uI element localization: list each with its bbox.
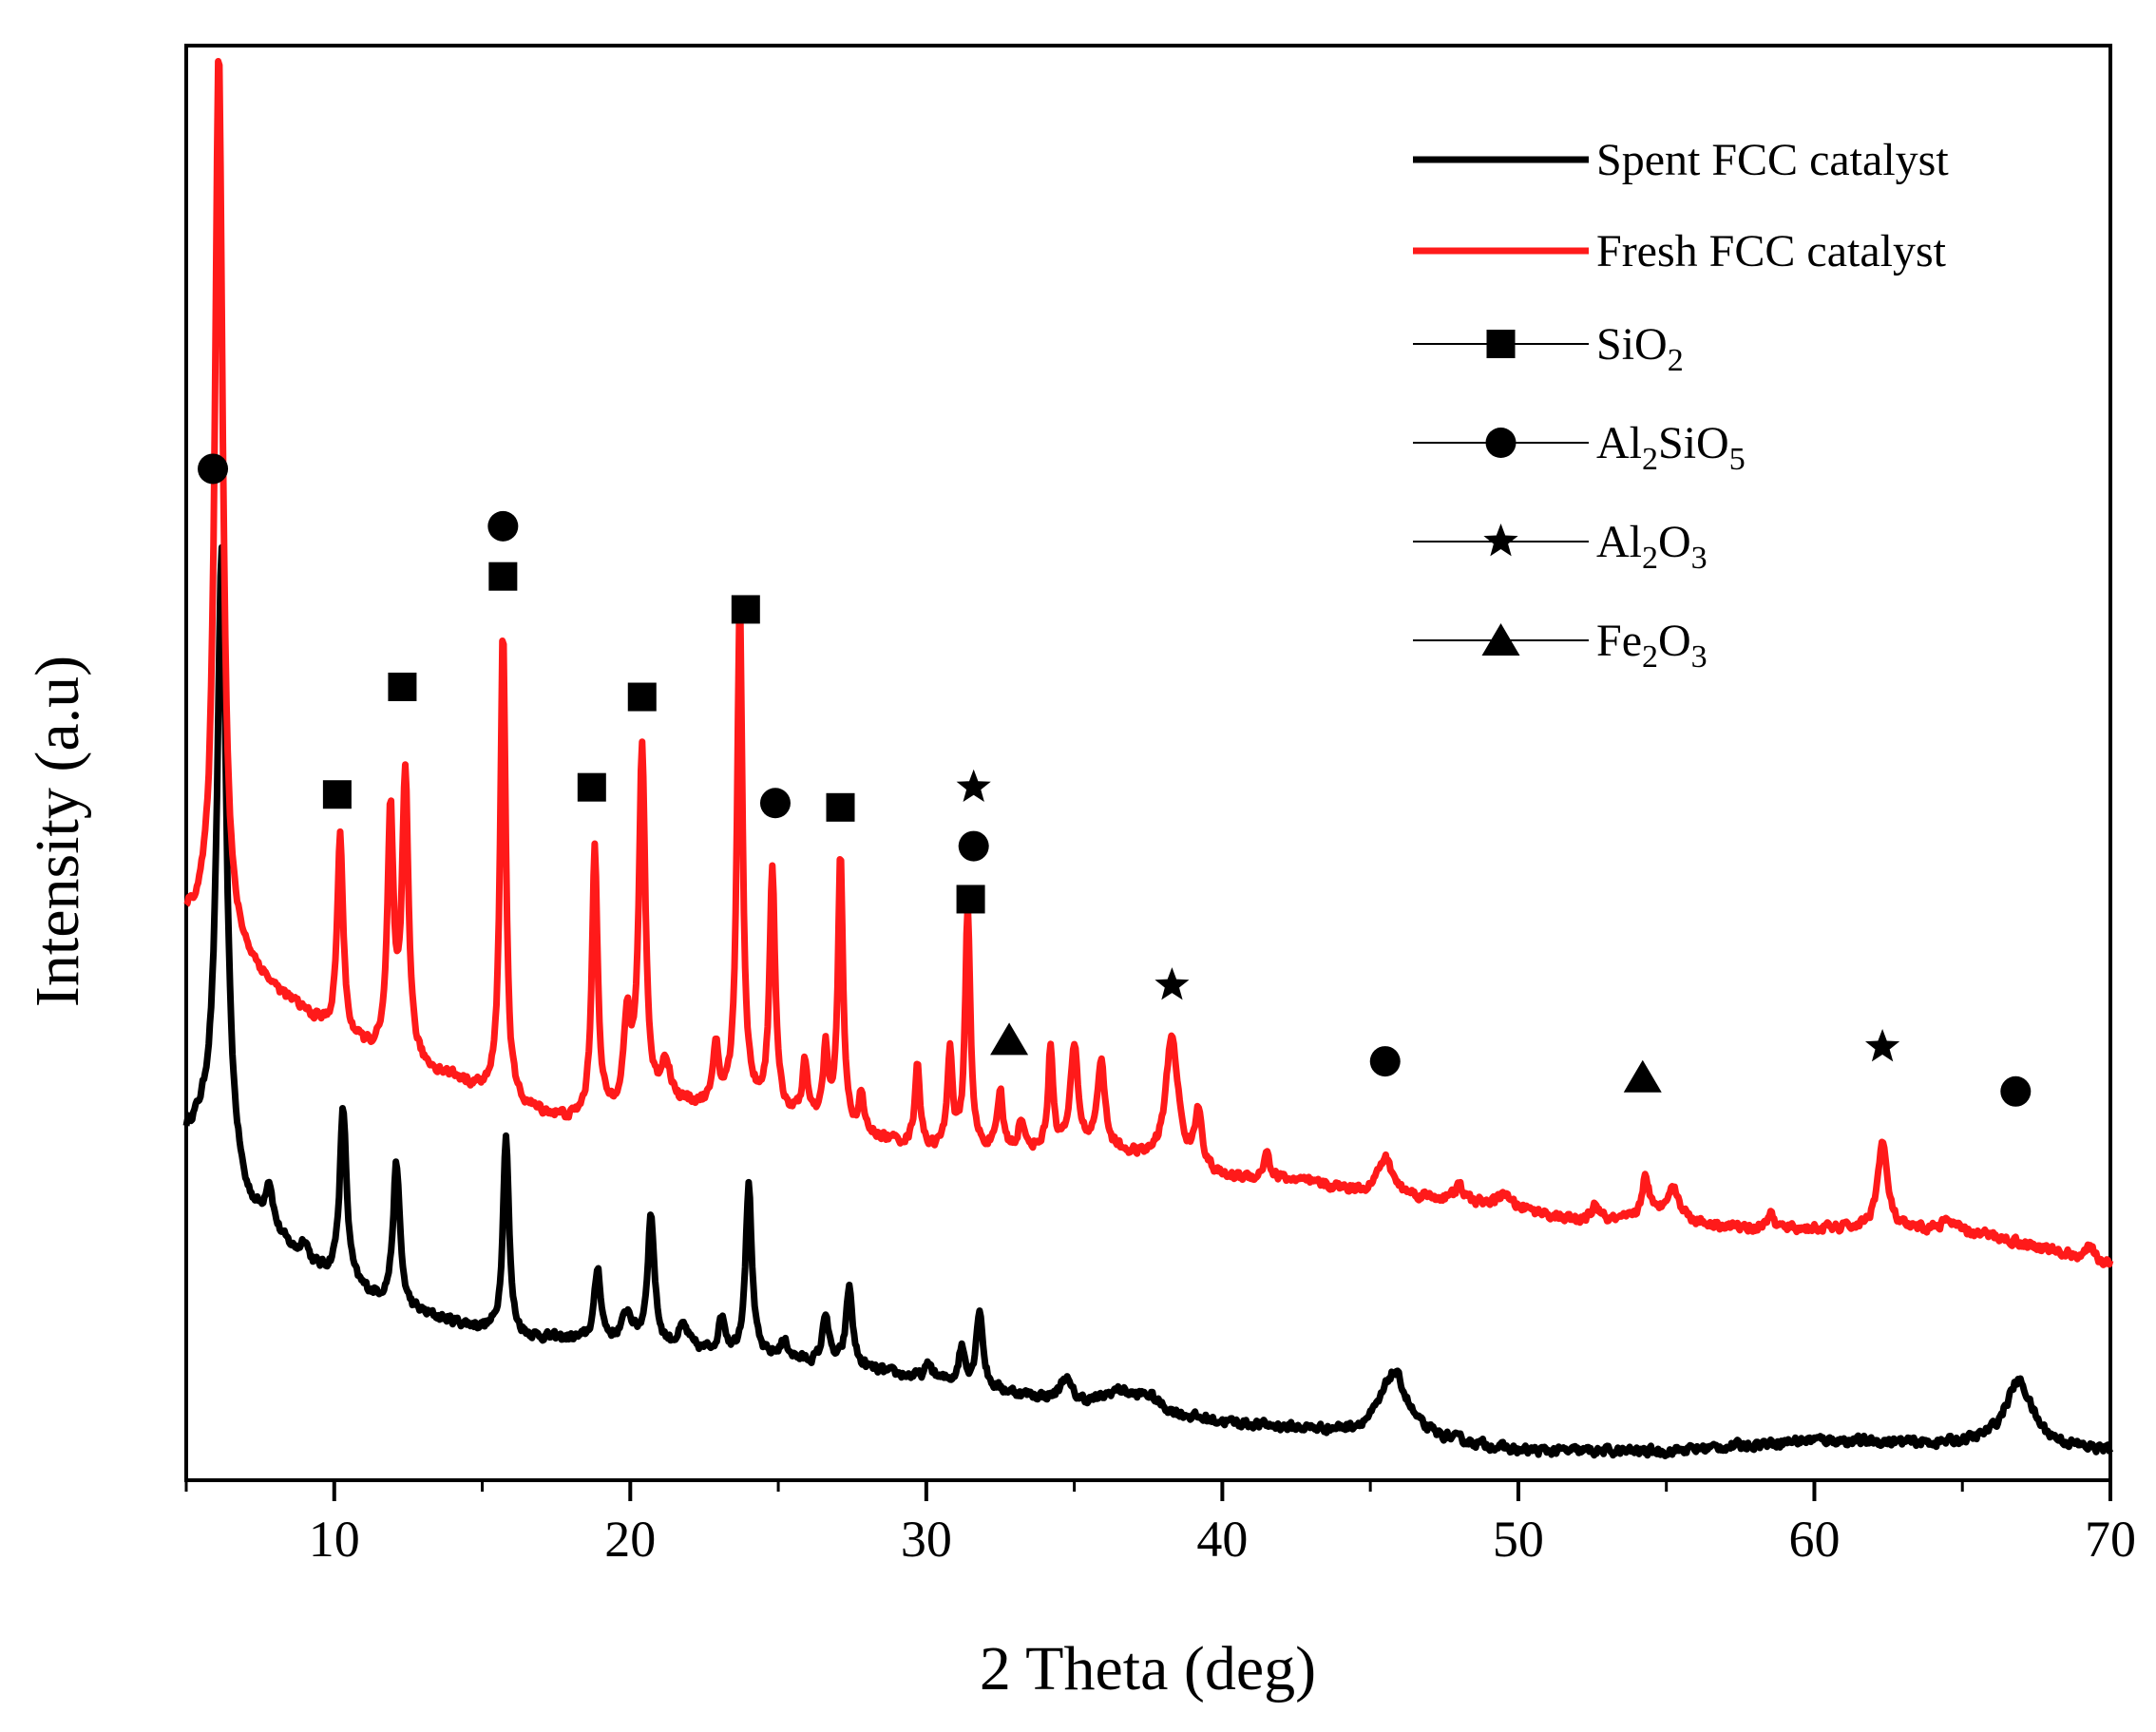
star-phase-marker bbox=[956, 769, 991, 802]
plot-frame bbox=[184, 44, 2112, 1482]
square-phase-marker bbox=[731, 595, 760, 624]
x-axis-title: 2 Theta (deg) bbox=[980, 1634, 1316, 1703]
spent-catalyst-line bbox=[182, 543, 2114, 1459]
star-phase-marker bbox=[1154, 967, 1190, 1000]
triangle-phase-marker bbox=[990, 1022, 1029, 1056]
series-layer bbox=[182, 58, 2114, 1459]
x-tick-label: 30 bbox=[901, 1511, 952, 1568]
x-tick-label: 60 bbox=[1788, 1511, 1840, 1568]
fresh-catalyst-line bbox=[183, 58, 2114, 1268]
legend-marker-label: Al2O3 bbox=[1596, 517, 1708, 576]
square-phase-marker bbox=[826, 792, 855, 822]
square-phase-marker bbox=[388, 672, 417, 701]
circle-phase-marker bbox=[958, 830, 989, 862]
legend-series-label: Spent FCC catalyst bbox=[1596, 135, 1949, 185]
x-tick-label: 40 bbox=[1196, 1511, 1248, 1568]
x-tick-label: 70 bbox=[2085, 1511, 2136, 1568]
x-tick-label: 50 bbox=[1493, 1511, 1544, 1568]
circle-phase-marker bbox=[198, 453, 229, 485]
square-phase-marker bbox=[956, 885, 985, 914]
legend-triangle-symbol bbox=[1481, 623, 1520, 656]
y-axis-title: Intensity (a.u) bbox=[23, 656, 92, 1007]
legend-star-symbol bbox=[1483, 523, 1518, 557]
legend-circle-symbol bbox=[1485, 428, 1517, 458]
x-tick-label: 10 bbox=[309, 1511, 360, 1568]
circle-phase-marker bbox=[2000, 1075, 2032, 1107]
square-phase-marker bbox=[627, 682, 657, 712]
square-phase-marker bbox=[322, 780, 352, 809]
star-phase-marker bbox=[1865, 1029, 1900, 1062]
legend-square-symbol bbox=[1486, 330, 1516, 358]
x-tick-label: 20 bbox=[604, 1511, 656, 1568]
square-phase-marker bbox=[488, 561, 518, 591]
circle-phase-marker bbox=[487, 510, 519, 542]
legend-series-label: Fresh FCC catalyst bbox=[1596, 226, 1947, 276]
circle-phase-marker bbox=[759, 788, 791, 819]
legend-marker-label: Al2SiO5 bbox=[1596, 418, 1746, 477]
legend-marker-label: SiO2 bbox=[1596, 319, 1684, 378]
circle-phase-marker bbox=[1369, 1046, 1401, 1077]
x-axis-ticks: 10 20 30 40 50 60 70 bbox=[184, 1480, 2136, 1568]
triangle-phase-marker bbox=[1623, 1059, 1662, 1093]
phase-marker-layer bbox=[198, 453, 2032, 1107]
legend: Spent FCC catalyst Fresh FCC catalyst SiO… bbox=[1413, 135, 1949, 675]
square-phase-marker bbox=[577, 772, 606, 802]
legend-marker-label: Fe2O3 bbox=[1596, 616, 1708, 675]
